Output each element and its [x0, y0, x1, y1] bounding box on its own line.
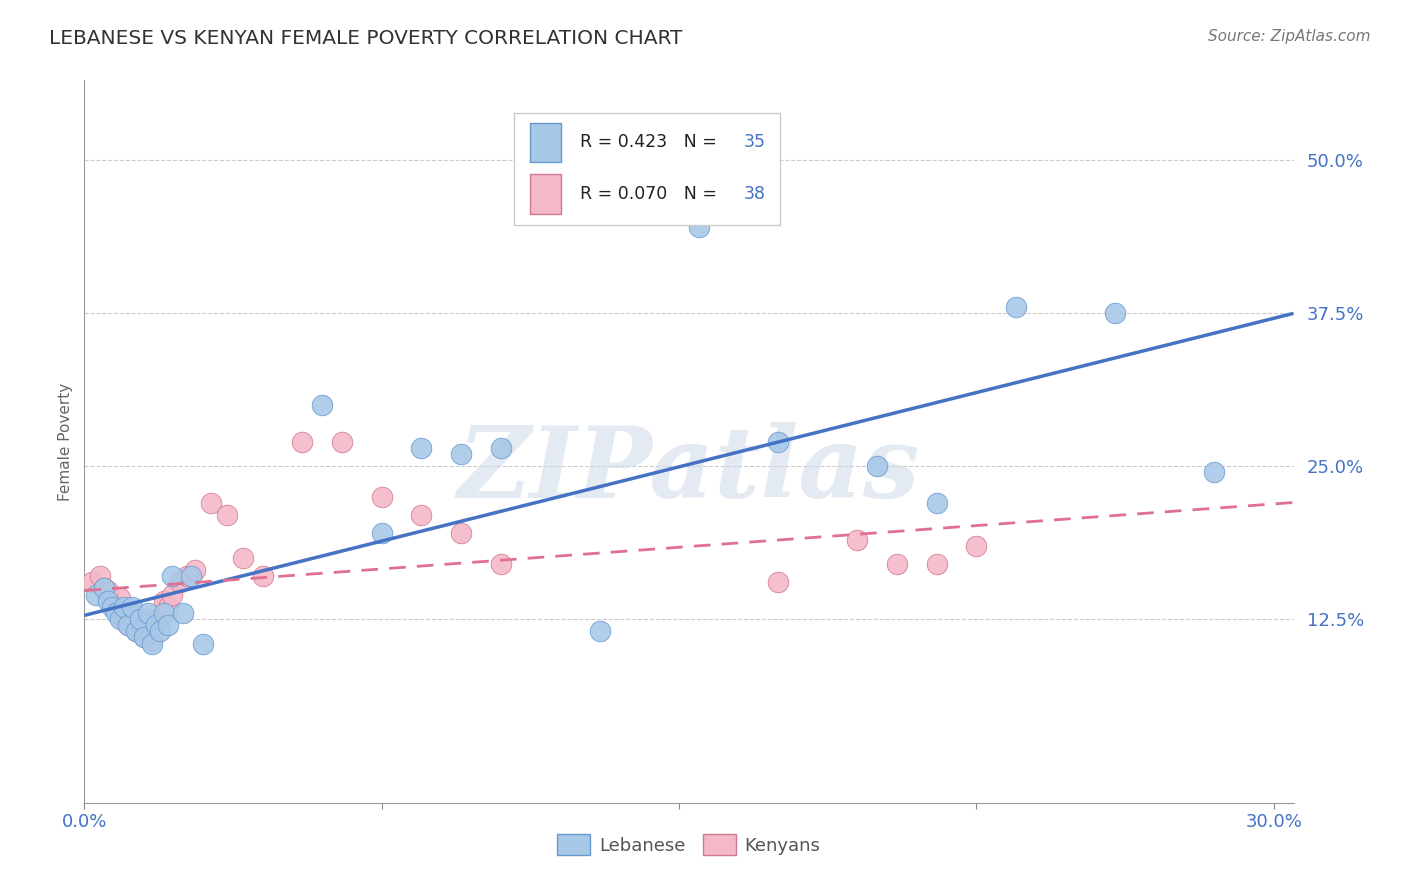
Y-axis label: Female Poverty: Female Poverty — [58, 383, 73, 500]
Point — [105, 606, 128, 620]
Point — [232, 550, 254, 565]
Point — [145, 618, 167, 632]
Point — [925, 496, 948, 510]
Point — [180, 569, 202, 583]
Point — [101, 599, 124, 614]
Point — [82, 575, 104, 590]
Point — [128, 612, 150, 626]
Point — [411, 508, 433, 522]
Point — [217, 508, 239, 522]
Point — [132, 631, 155, 645]
Point — [489, 557, 512, 571]
Point — [1204, 465, 1226, 479]
Point — [152, 606, 174, 620]
Point — [291, 434, 314, 449]
Point — [766, 434, 789, 449]
Point — [1005, 300, 1028, 314]
Point — [866, 458, 889, 473]
Point — [846, 533, 869, 547]
Point — [370, 526, 392, 541]
Point — [84, 588, 107, 602]
Point — [121, 606, 143, 620]
Point — [145, 621, 167, 635]
Point — [121, 599, 143, 614]
Point — [252, 569, 274, 583]
Text: LEBANESE VS KENYAN FEMALE POVERTY CORRELATION CHART: LEBANESE VS KENYAN FEMALE POVERTY CORREL… — [49, 29, 682, 47]
Point — [766, 575, 789, 590]
Point — [160, 588, 183, 602]
Point — [160, 569, 183, 583]
Point — [330, 434, 353, 449]
Point — [141, 637, 163, 651]
Point — [93, 582, 115, 596]
Point — [136, 612, 159, 626]
Point — [97, 593, 120, 607]
Point — [112, 599, 135, 614]
Point — [93, 582, 115, 596]
Point — [176, 569, 198, 583]
Point — [117, 618, 139, 632]
Point — [200, 496, 222, 510]
Text: Source: ZipAtlas.com: Source: ZipAtlas.com — [1208, 29, 1371, 44]
Point — [97, 583, 120, 598]
Legend: Lebanese, Kenyans: Lebanese, Kenyans — [550, 827, 828, 863]
Point — [108, 591, 131, 606]
Point — [193, 637, 215, 651]
Point — [132, 631, 155, 645]
Point — [965, 539, 987, 553]
Point — [589, 624, 612, 639]
Point — [89, 569, 111, 583]
Point — [125, 624, 148, 639]
Point — [105, 603, 128, 617]
Point — [112, 612, 135, 626]
Point — [149, 624, 172, 639]
Point — [450, 526, 472, 541]
Point — [108, 612, 131, 626]
Point — [370, 490, 392, 504]
Point — [141, 632, 163, 647]
Point — [128, 612, 150, 626]
Point — [149, 612, 172, 626]
Point — [311, 398, 333, 412]
Point — [411, 441, 433, 455]
Point — [1104, 306, 1126, 320]
Point — [450, 447, 472, 461]
Point — [184, 563, 207, 577]
Point — [136, 606, 159, 620]
Point — [169, 575, 191, 590]
Point — [156, 599, 179, 614]
Text: ZIPatlas: ZIPatlas — [458, 422, 920, 518]
Point — [117, 618, 139, 632]
Point — [688, 220, 710, 235]
Point — [152, 593, 174, 607]
Point — [925, 557, 948, 571]
Point — [489, 441, 512, 455]
Point — [886, 557, 908, 571]
Point — [101, 596, 124, 610]
Point — [172, 606, 194, 620]
Point — [156, 618, 179, 632]
Point — [125, 624, 148, 639]
